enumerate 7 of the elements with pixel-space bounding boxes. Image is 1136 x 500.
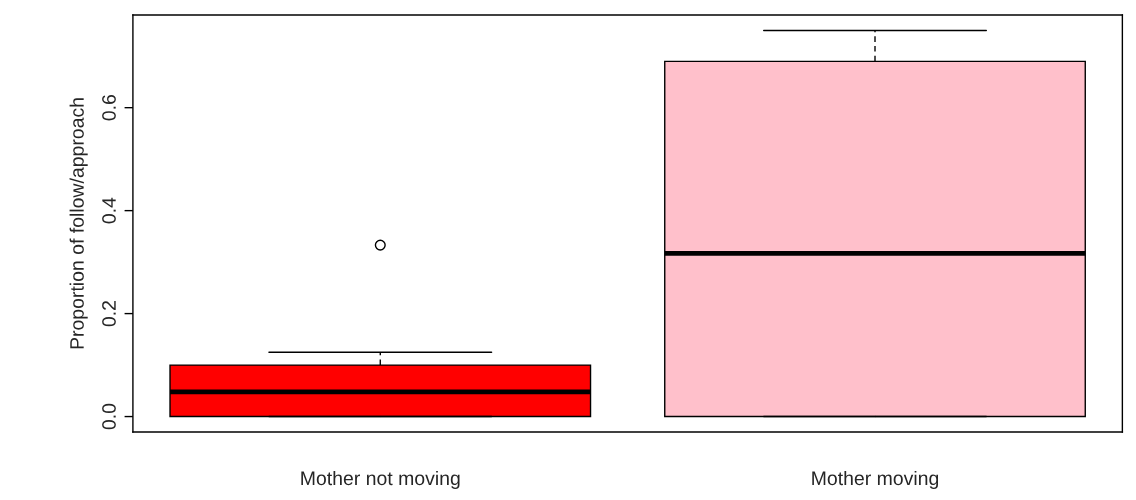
y-tick-label: 0.0 <box>102 403 116 430</box>
y-tick-label: 0.4 <box>102 197 116 224</box>
y-tick-label: 0.2 <box>102 301 116 327</box>
y-tick-label: 0.6 <box>102 95 116 121</box>
y-axis-title: Proportion of follow/approach <box>69 98 88 349</box>
x-tick-label: Mother not moving <box>301 470 460 490</box>
x-tick-label: Mother moving <box>812 470 939 490</box>
